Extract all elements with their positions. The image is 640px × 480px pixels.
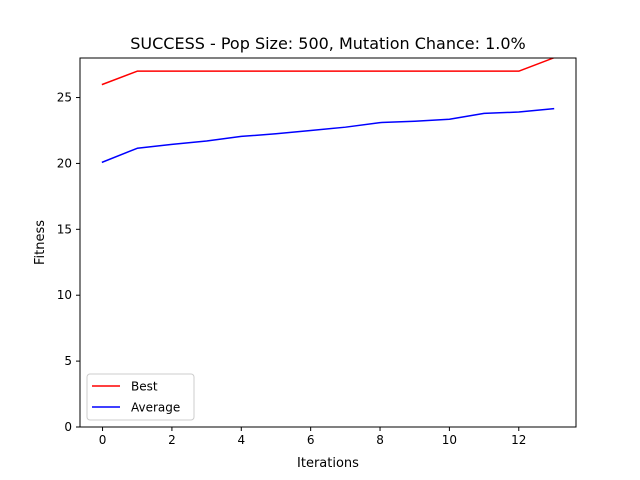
y-tick-label: 5 <box>64 354 72 368</box>
legend: Best Average <box>86 373 195 421</box>
plot-frame <box>79 57 577 428</box>
legend-label-best: Best <box>131 380 158 394</box>
x-tick-label: 0 <box>99 433 107 447</box>
x-tick-label: 4 <box>237 433 245 447</box>
legend-label-average: Average <box>131 401 180 415</box>
x-tick-label: 12 <box>511 433 526 447</box>
y-tick-label: 0 <box>64 420 72 434</box>
y-tick-label: 25 <box>57 91 72 105</box>
x-tick-label: 10 <box>442 433 457 447</box>
y-axis-ticks: 0 5 10 15 20 25 <box>57 91 80 434</box>
x-tick-label: 6 <box>307 433 315 447</box>
x-tick-label: 2 <box>168 433 176 447</box>
plot-lines <box>101 58 555 164</box>
y-tick-label: 15 <box>57 222 72 236</box>
series-line-average <box>101 107 555 164</box>
series-line-best <box>101 58 555 86</box>
y-axis-label: Fitness <box>33 220 48 265</box>
x-axis-ticks: 0 2 4 6 8 10 12 <box>99 427 526 447</box>
chart-title: SUCCESS - Pop Size: 500, Mutation Chance… <box>130 34 526 53</box>
x-axis-label: Iterations <box>297 456 359 471</box>
y-tick-label: 10 <box>57 288 72 302</box>
y-tick-label: 20 <box>57 156 72 170</box>
x-tick-label: 8 <box>376 433 384 447</box>
